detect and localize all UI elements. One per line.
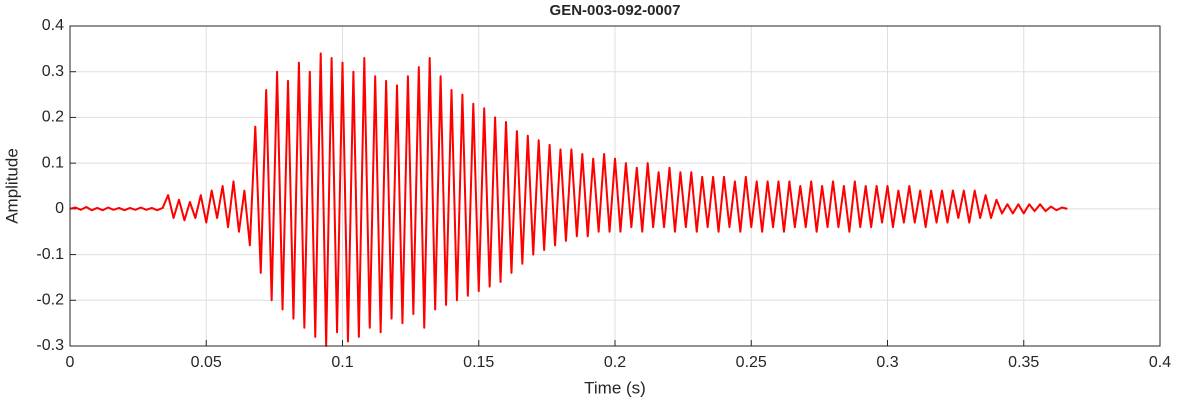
chart-title: GEN-003-092-0007 (550, 2, 681, 19)
x-axis-label: Time (s) (584, 378, 646, 397)
y-tick-label: 0 (55, 200, 64, 217)
x-tick-label: 0.4 (1149, 354, 1171, 371)
y-tick-label: -0.1 (36, 246, 64, 263)
y-tick-label: 0.3 (42, 63, 64, 80)
waveform-line (69, 52, 1068, 347)
x-tick-label: 0 (66, 354, 75, 371)
x-tick-label: 0.35 (1008, 354, 1039, 371)
x-tick-label: 0.05 (191, 354, 222, 371)
plot-frame (69, 25, 1161, 347)
x-tick-label: 0.2 (604, 354, 626, 371)
y-tick-label: -0.2 (36, 292, 64, 309)
x-tick-label: 0.3 (876, 354, 898, 371)
y-tick-label: 0.4 (42, 17, 64, 34)
y-tick-label: -0.3 (36, 337, 64, 354)
y-axis-label: Amplitude (2, 148, 21, 224)
x-tick-label: 0.1 (331, 354, 353, 371)
y-tick-label: 0.1 (42, 154, 64, 171)
y-tick-label: 0.2 (42, 109, 64, 126)
x-tick-label: 0.25 (736, 354, 767, 371)
x-tick-label: 0.15 (463, 354, 494, 371)
